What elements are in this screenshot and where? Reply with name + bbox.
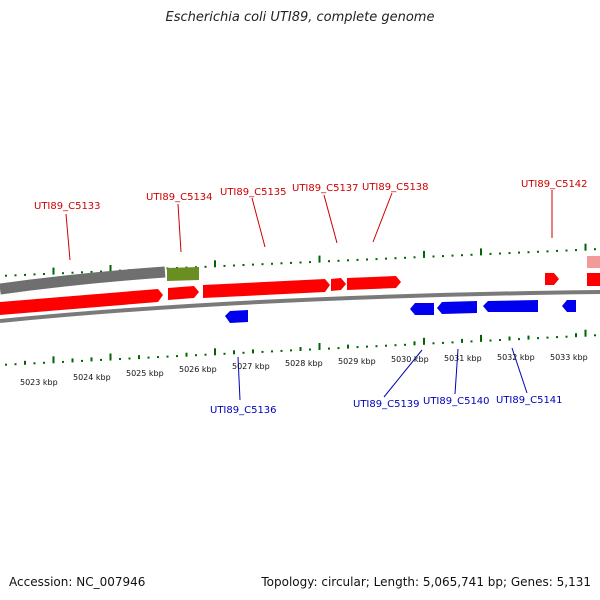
genome-summary-text: Topology: circular; Length: 5,065,741 bp… bbox=[261, 575, 591, 589]
cds-arrow[interactable] bbox=[545, 273, 559, 285]
kbp-label: 5031 kbp bbox=[444, 354, 482, 363]
forward-gene-label[interactable]: UTI89_C5133 bbox=[34, 201, 101, 212]
reverse-leader-lines bbox=[237, 347, 528, 401]
kbp-label: 5024 kbp bbox=[73, 373, 111, 382]
cds-arrow[interactable] bbox=[347, 276, 401, 290]
reverse-cds-arrow[interactable] bbox=[437, 301, 477, 314]
cds-arrow[interactable] bbox=[203, 279, 330, 298]
kbp-label: 5030 kbp bbox=[391, 355, 429, 364]
forward-leader-lines bbox=[65, 190, 553, 261]
kbp-label: 5028 kbp bbox=[285, 359, 323, 368]
accession-text: Accession: NC_007946 bbox=[9, 575, 146, 589]
cds-arrow[interactable] bbox=[587, 273, 600, 286]
outer-gc-ticks bbox=[5, 243, 596, 277]
cds-light-feature[interactable] bbox=[587, 256, 600, 268]
kbp-label: 5025 kbp bbox=[126, 369, 164, 378]
outer-backbone bbox=[0, 266, 166, 295]
rna-feature[interactable] bbox=[167, 267, 199, 281]
reverse-gene-label[interactable]: UTI89_C5139 bbox=[353, 399, 420, 410]
kbp-label: 5033 kbp bbox=[550, 353, 588, 362]
kbp-label: 5032 kbp bbox=[497, 353, 535, 362]
forward-gene-label[interactable]: UTI89_C5137 bbox=[292, 183, 359, 194]
kbp-label: 5029 kbp bbox=[338, 357, 376, 366]
reverse-gene-label[interactable]: UTI89_C5136 bbox=[210, 405, 277, 416]
cds-arrow[interactable] bbox=[0, 289, 163, 315]
forward-gene-label[interactable]: UTI89_C5134 bbox=[146, 192, 213, 203]
reverse-gene-label[interactable]: UTI89_C5141 bbox=[496, 395, 563, 406]
reverse-cds-arrow[interactable] bbox=[225, 310, 248, 323]
reverse-cds-arrow[interactable] bbox=[483, 300, 538, 312]
reverse-cds-arrow[interactable] bbox=[562, 300, 576, 312]
kbp-label: 5027 kbp bbox=[232, 362, 270, 371]
reverse-gene-label[interactable]: UTI89_C5140 bbox=[423, 396, 490, 407]
cds-arrow[interactable] bbox=[168, 286, 199, 300]
forward-gene-label[interactable]: UTI89_C5138 bbox=[362, 182, 429, 193]
inner-backbone bbox=[0, 290, 600, 323]
forward-gene-label[interactable]: UTI89_C5135 bbox=[220, 187, 287, 198]
cds-arrow[interactable] bbox=[331, 278, 346, 291]
kbp-label: 5023 kbp bbox=[20, 378, 58, 387]
map-title: Escherichia coli UTI89, complete genome bbox=[165, 10, 435, 25]
inner-gc-ticks bbox=[5, 329, 596, 366]
reverse-cds-arrow[interactable] bbox=[410, 303, 434, 315]
forward-gene-label[interactable]: UTI89_C5142 bbox=[521, 179, 588, 190]
kbp-label: 5026 kbp bbox=[179, 365, 217, 374]
